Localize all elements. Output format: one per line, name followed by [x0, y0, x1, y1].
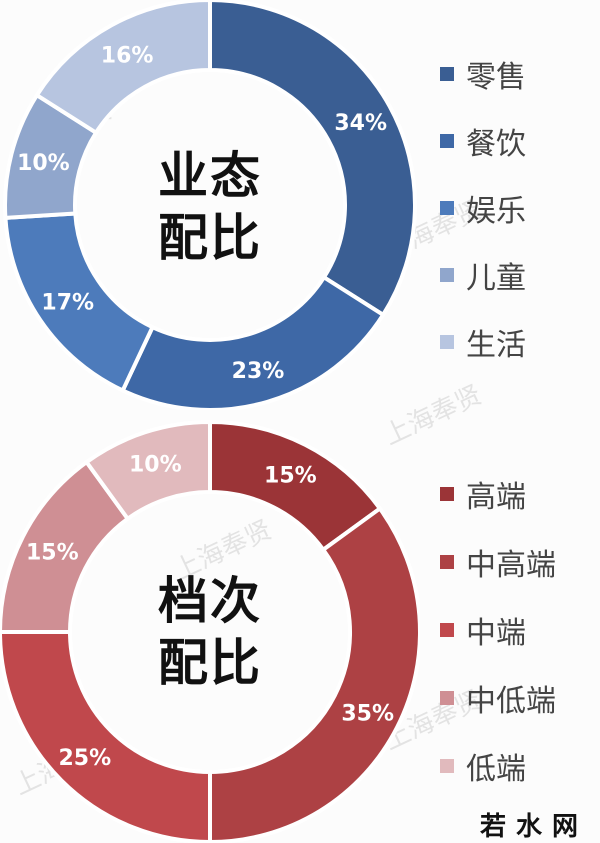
legend-swatch — [440, 67, 454, 81]
donut-chart-tier-mix: 15% 35% 25% 15% 10% 档次 配比 — [0, 420, 420, 843]
legend-item-upper-mid: 中高端 — [440, 540, 556, 584]
segment-percent-label: 15% — [264, 463, 317, 488]
title-line-2: 配比 — [158, 634, 262, 692]
title-line-2: 配比 — [158, 209, 262, 267]
donut-segment — [34, 0, 212, 136]
title-line-1: 业态 — [158, 147, 262, 205]
segment-percent-label: 15% — [26, 541, 79, 566]
legend-swatch — [440, 335, 454, 349]
title-line-1: 档次 — [158, 572, 262, 630]
segment-percent-label: 10% — [17, 151, 70, 176]
legend-label: 零售 — [466, 60, 526, 95]
donut-segment — [120, 274, 386, 410]
segment-percent-label: 10% — [129, 453, 182, 478]
donut-svg: 15% 35% 25% 15% 10% — [0, 420, 420, 843]
legend-label: 低端 — [466, 752, 526, 787]
segment-percent-label: 17% — [41, 291, 94, 316]
segment-percent-label: 34% — [334, 111, 387, 136]
legend-swatch — [440, 201, 454, 215]
legend-swatch — [440, 268, 454, 282]
legend-swatch — [440, 487, 454, 501]
legend-label: 中端 — [466, 616, 526, 651]
segment-percent-label: 16% — [101, 43, 154, 68]
legend-label: 中高端 — [466, 548, 556, 583]
legend-label: 中低端 — [466, 684, 556, 719]
legend-item-entertainment: 娱乐 — [440, 186, 526, 230]
segment-percent-label: 35% — [341, 701, 394, 726]
legend-swatch — [440, 134, 454, 148]
donut-segment — [208, 0, 417, 318]
donut-svg: 34% 23% 17% 10% 16% — [3, 0, 417, 410]
brand-logo: 若水网 — [480, 812, 589, 842]
legend-label: 儿童 — [466, 261, 526, 296]
legend-item-high-end: 高端 — [440, 472, 526, 516]
legend-label: 高端 — [466, 480, 526, 515]
legend-swatch — [440, 555, 454, 569]
donut-segment — [0, 630, 212, 843]
legend-swatch — [440, 691, 454, 705]
legend-item-retail: 零售 — [440, 52, 526, 96]
legend-swatch — [440, 759, 454, 773]
donut-chart-business-mix: 34% 23% 17% 10% 16% 业态 配比 — [0, 0, 420, 410]
segment-percent-label: 25% — [59, 746, 112, 771]
legend-item-lifestyle: 生活 — [440, 320, 526, 364]
legend-swatch — [440, 623, 454, 637]
chart-center-title: 档次 配比 — [110, 570, 310, 694]
chart-center-title: 业态 配比 — [110, 145, 310, 269]
legend-item-dining: 餐饮 — [440, 119, 526, 163]
legend-item-lower-mid: 中低端 — [440, 676, 556, 720]
legend-label: 娱乐 — [466, 194, 526, 229]
legend-item-children: 儿童 — [440, 253, 526, 297]
legend-item-low-end: 低端 — [440, 744, 526, 788]
legend-label: 餐饮 — [466, 127, 526, 162]
donut-segment — [83, 420, 212, 522]
segment-percent-label: 23% — [232, 359, 285, 384]
legend-label: 生活 — [466, 328, 526, 363]
donut-segment — [208, 505, 420, 843]
legend-item-mid: 中端 — [440, 608, 526, 652]
